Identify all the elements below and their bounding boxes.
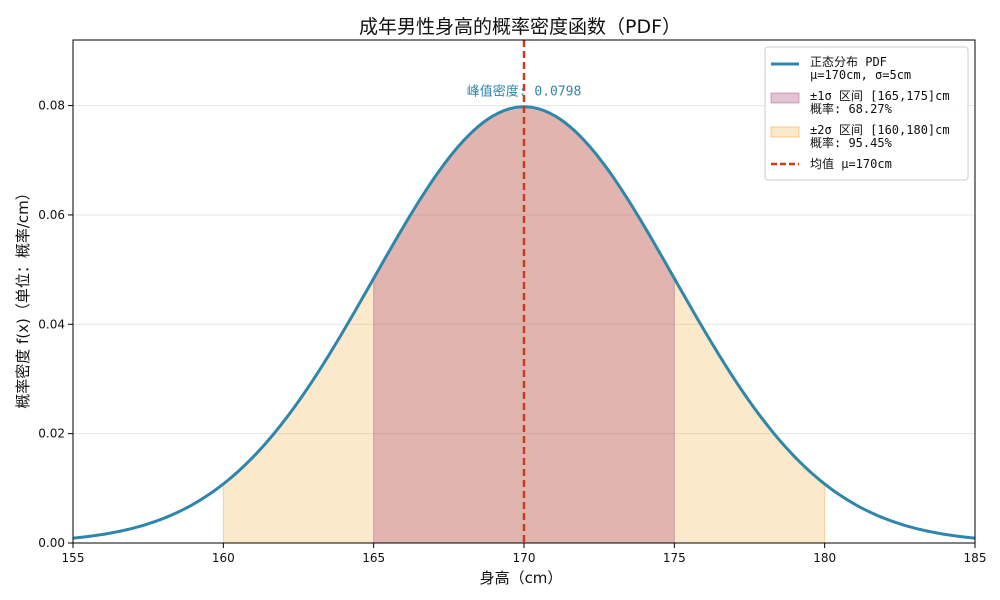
y-tick-label-4: 0.08 <box>38 99 65 113</box>
legend-swatch-band-2 <box>770 126 800 138</box>
y-tick-label-1: 0.02 <box>38 427 65 441</box>
x-tick-label-1: 160 <box>212 551 235 565</box>
peak-annotation: 峰值密度: 0.0798 <box>467 84 582 100</box>
x-axis-label: 身高（cm） <box>480 569 563 587</box>
y-axis-label: 概率密度 f(x)（单位：概率/cm） <box>14 185 32 409</box>
legend-swatch-band-1 <box>770 92 800 104</box>
x-tick-label-5: 180 <box>813 551 836 565</box>
legend-label-3-0: 均值 μ=170cm <box>810 156 892 171</box>
legend-label-2-1: 概率: 95.45% <box>810 135 893 150</box>
legend-label-1-1: 概率: 68.27% <box>810 101 893 116</box>
legend-label-1-0: ±1σ 区间 [165,175]cm <box>810 89 950 103</box>
plot-area: 峰值密度: 0.0798 155 160 165 170 175 180 185 0.00 0.0… <box>38 39 987 565</box>
x-tick-label-6: 185 <box>964 551 987 565</box>
x-tick-label-3: 170 <box>513 551 536 565</box>
y-tick-label-0: 0.00 <box>38 536 65 550</box>
legend-label-0-0: 正态分布 PDF <box>810 55 887 69</box>
y-tick-label-3: 0.06 <box>38 208 65 222</box>
y-tick-label-2: 0.04 <box>38 317 65 331</box>
chart-title: 成年男性身高的概率密度函数（PDF） <box>359 16 681 38</box>
legend-label-0-1: μ=170cm, σ=5cm <box>810 68 911 82</box>
legend-label-2-0: ±2σ 区间 [160,180]cm <box>810 123 950 137</box>
x-tick-label-2: 165 <box>362 551 385 565</box>
x-tick-label-0: 155 <box>62 551 85 565</box>
legend-box <box>764 46 969 181</box>
x-tick-label-4: 175 <box>663 551 686 565</box>
